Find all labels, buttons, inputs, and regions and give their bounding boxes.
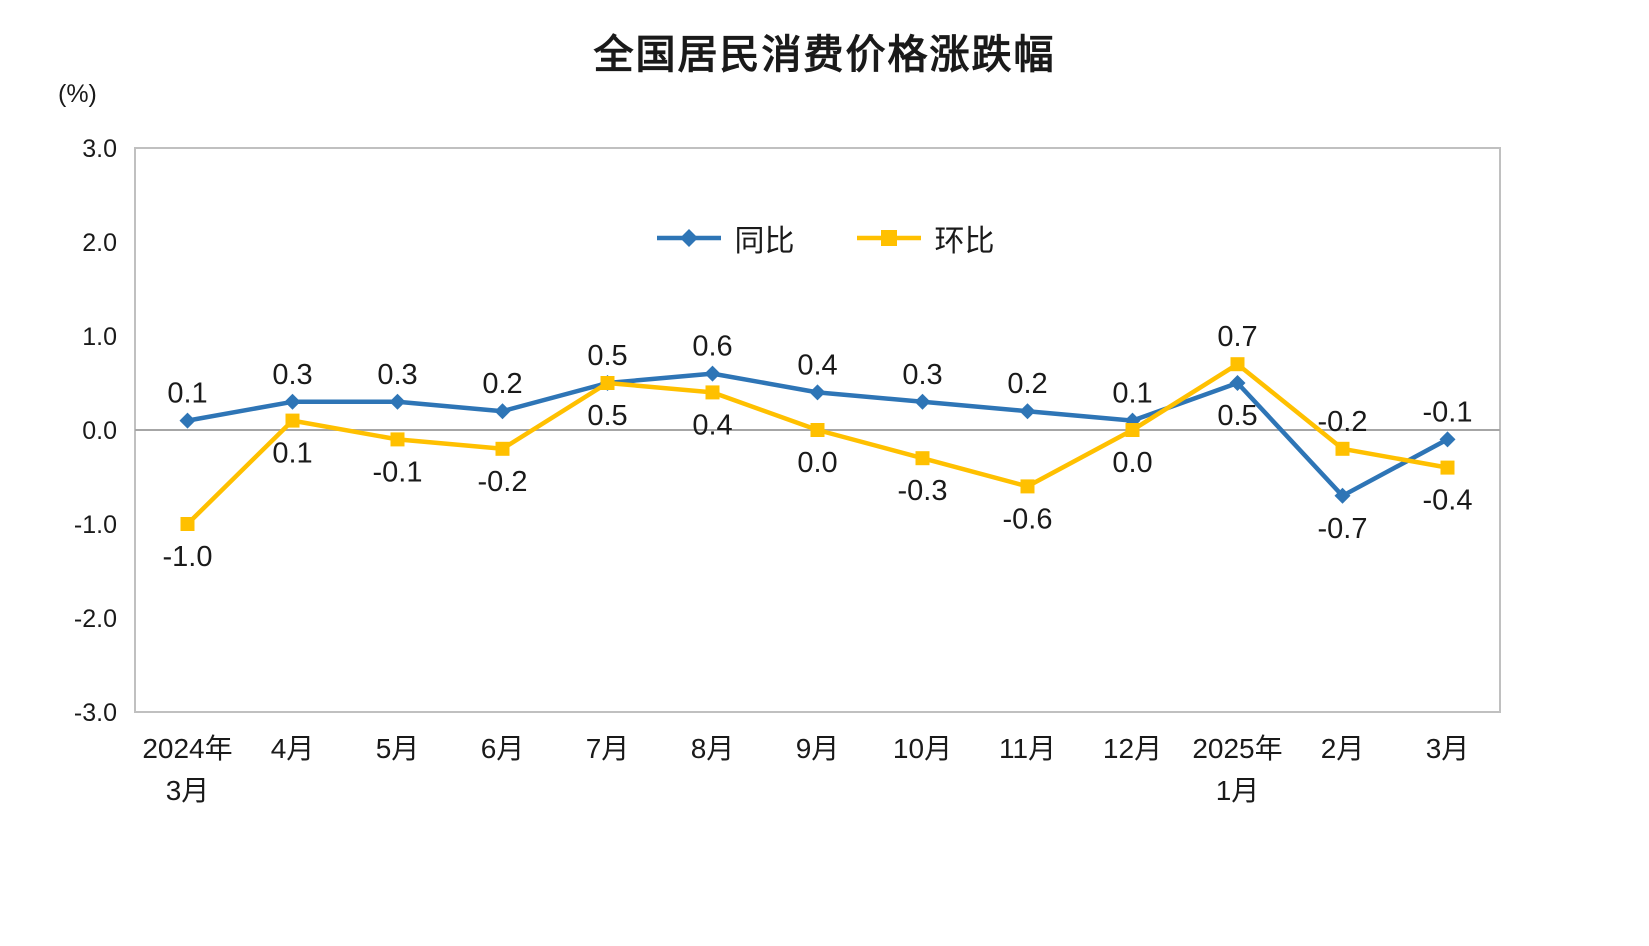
data-point-marker[interactable]: [1230, 357, 1245, 372]
legend-label-mom: 环比: [934, 225, 995, 258]
legend-label-yoy: 同比: [734, 225, 795, 258]
data-point-marker[interactable]: [180, 517, 195, 531]
data-point-marker[interactable]: [600, 376, 615, 390]
y-axis-unit-label: (%): [58, 80, 97, 108]
data-label: -1.0: [163, 541, 213, 573]
data-label: -0.1: [1423, 396, 1473, 428]
data-label: 0.5: [1217, 400, 1257, 432]
data-label: 0.2: [482, 368, 522, 400]
x-tick-label: 2024年 3月: [142, 733, 232, 806]
legend: 同比 环比: [0, 216, 1649, 260]
data-label: -0.2: [1318, 406, 1368, 438]
data-point-marker[interactable]: [389, 393, 406, 410]
data-point-marker[interactable]: [179, 412, 196, 429]
data-label: 0.7: [1217, 321, 1257, 353]
y-tick-label: -1.0: [74, 511, 117, 539]
data-label: 0.4: [692, 409, 732, 441]
data-point-marker[interactable]: [1439, 431, 1456, 448]
y-tick-label: -3.0: [74, 699, 117, 727]
data-point-marker[interactable]: [495, 441, 510, 456]
data-label: 0.1: [167, 378, 207, 410]
data-label: 0.4: [797, 349, 837, 381]
data-label: 0.3: [272, 359, 312, 391]
data-point-marker[interactable]: [809, 384, 826, 401]
data-point-marker[interactable]: [810, 423, 825, 437]
legend-item-mom[interactable]: 环比: [855, 216, 995, 260]
data-point-marker[interactable]: [1125, 423, 1140, 437]
data-label: 0.3: [902, 359, 942, 391]
data-point-marker[interactable]: [390, 432, 405, 447]
legend-item-yoy[interactable]: 同比: [655, 216, 795, 260]
data-label: 0.0: [1112, 447, 1152, 479]
y-tick-label: 3.0: [82, 135, 117, 163]
x-tick-label: 6月: [481, 733, 525, 764]
data-label: -0.7: [1318, 513, 1368, 545]
x-tick-label: 5月: [376, 733, 420, 764]
mom-line-swatch: [856, 230, 921, 246]
data-point-marker[interactable]: [494, 403, 511, 420]
x-tick-label: 2025年 1月: [1192, 733, 1282, 806]
data-label: -0.1: [373, 456, 423, 488]
data-label: 0.5: [587, 340, 627, 372]
x-tick-label: 10月: [893, 733, 952, 764]
x-tick-label: 4月: [271, 733, 315, 764]
data-label: 0.3: [377, 359, 417, 391]
data-point-marker[interactable]: [1229, 375, 1246, 391]
data-label: 0.0: [797, 447, 837, 479]
data-point-marker[interactable]: [705, 385, 720, 400]
data-point-marker[interactable]: [1019, 403, 1036, 420]
data-label: 0.5: [587, 400, 627, 432]
x-tick-label: 11月: [999, 733, 1056, 764]
data-point-marker[interactable]: [1334, 487, 1351, 504]
yoy-line-swatch: [656, 229, 721, 247]
data-label: 0.6: [692, 331, 732, 363]
x-tick-label: 9月: [796, 733, 840, 764]
data-point-marker[interactable]: [914, 393, 931, 410]
data-label: 0.1: [272, 438, 312, 470]
x-tick-label: 7月: [586, 733, 630, 764]
y-tick-label: 1.0: [82, 323, 117, 351]
x-tick-label: 8月: [691, 733, 735, 764]
x-tick-label: 3月: [1426, 733, 1470, 764]
data-label: -0.3: [898, 475, 948, 507]
data-label: -0.6: [1003, 503, 1053, 535]
data-label: 0.2: [1007, 368, 1047, 400]
data-point-marker[interactable]: [1335, 441, 1350, 456]
data-label: 0.1: [1112, 378, 1152, 410]
data-point-marker[interactable]: [1020, 479, 1035, 494]
x-tick-label: 2月: [1321, 733, 1365, 764]
x-tick-label: 12月: [1103, 733, 1162, 764]
data-point-marker[interactable]: [915, 451, 930, 466]
data-label: -0.4: [1423, 485, 1473, 517]
data-point-marker[interactable]: [1440, 460, 1455, 475]
y-tick-label: -2.0: [74, 605, 117, 633]
data-point-marker[interactable]: [285, 413, 300, 428]
data-point-marker[interactable]: [704, 365, 721, 382]
data-point-marker[interactable]: [284, 393, 301, 410]
data-label: -0.2: [478, 466, 528, 498]
chart-title: 全国居民消费价格涨跌幅: [593, 33, 1056, 77]
y-tick-label: 0.0: [82, 417, 117, 445]
y-tick-label: 2.0: [82, 229, 117, 257]
